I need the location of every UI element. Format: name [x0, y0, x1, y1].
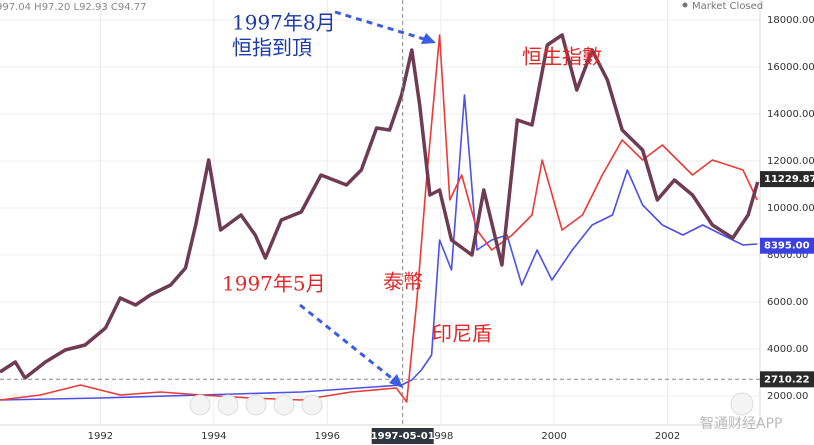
y-tick-label: 10000.00: [767, 203, 814, 214]
y-tick-label: 2000.00: [767, 391, 808, 402]
nav-buttons: [189, 392, 754, 416]
price-label: 8395.00: [764, 241, 810, 252]
x-tick-label: 1992: [88, 431, 113, 442]
x-tick-label: 2000: [541, 431, 566, 442]
arrow-aug: [334, 10, 425, 41]
arrow-head: [389, 374, 403, 388]
arrow-may: [299, 303, 395, 382]
annotation: 1997年5月: [222, 272, 326, 296]
y-tick-label: 16000.00: [767, 62, 814, 73]
x-tick-label: 1994: [201, 431, 226, 442]
price-label-bg: [760, 237, 814, 254]
status-dot: [682, 2, 688, 8]
y-tick-label: 18000.00: [767, 15, 814, 26]
nav-button[interactable]: [273, 394, 295, 416]
x-tick-label: 1998: [428, 431, 453, 442]
nav-button[interactable]: [301, 394, 323, 416]
annotation: 恒指到頂: [232, 36, 312, 60]
price-label: 11229.87: [764, 174, 814, 185]
y-tick-label: 8000.00: [767, 250, 808, 261]
price-label-bg: [760, 171, 814, 188]
y-tick-label: 12000.00: [767, 156, 814, 167]
ohlc-readout: 997.04 H97.20 L92.93 C94.77: [0, 2, 146, 13]
crosshair-x-label-bg: [371, 428, 434, 444]
price-label-bg: [760, 371, 814, 388]
scroll-button[interactable]: [730, 392, 754, 416]
price-label: 2710.22: [764, 374, 810, 385]
nav-button[interactable]: [245, 394, 267, 416]
series-line: [0, 33, 760, 380]
arrows: [299, 10, 425, 382]
y-tick-label: 6000.00: [767, 297, 808, 308]
arrow-head: [421, 33, 436, 44]
x-tick-label: 1996: [315, 431, 340, 442]
watermark: 智通财经APP: [700, 416, 782, 432]
x-tick-label: 2002: [655, 431, 680, 442]
annotation: 印尼盾: [432, 322, 492, 346]
annotation: 恒生指數: [522, 45, 602, 69]
nav-button[interactable]: [217, 394, 239, 416]
y-tick-label: 14000.00: [767, 109, 814, 120]
market-status: Market Closed: [692, 1, 763, 12]
crosshair-x-label: 1997-05-01: [371, 431, 435, 442]
annotation: 泰幣: [383, 270, 423, 294]
nav-button[interactable]: [189, 394, 211, 416]
series-line: [0, 94, 758, 401]
annotation: 1997年8月: [232, 11, 336, 35]
y-tick-label: 4000.00: [767, 344, 808, 355]
